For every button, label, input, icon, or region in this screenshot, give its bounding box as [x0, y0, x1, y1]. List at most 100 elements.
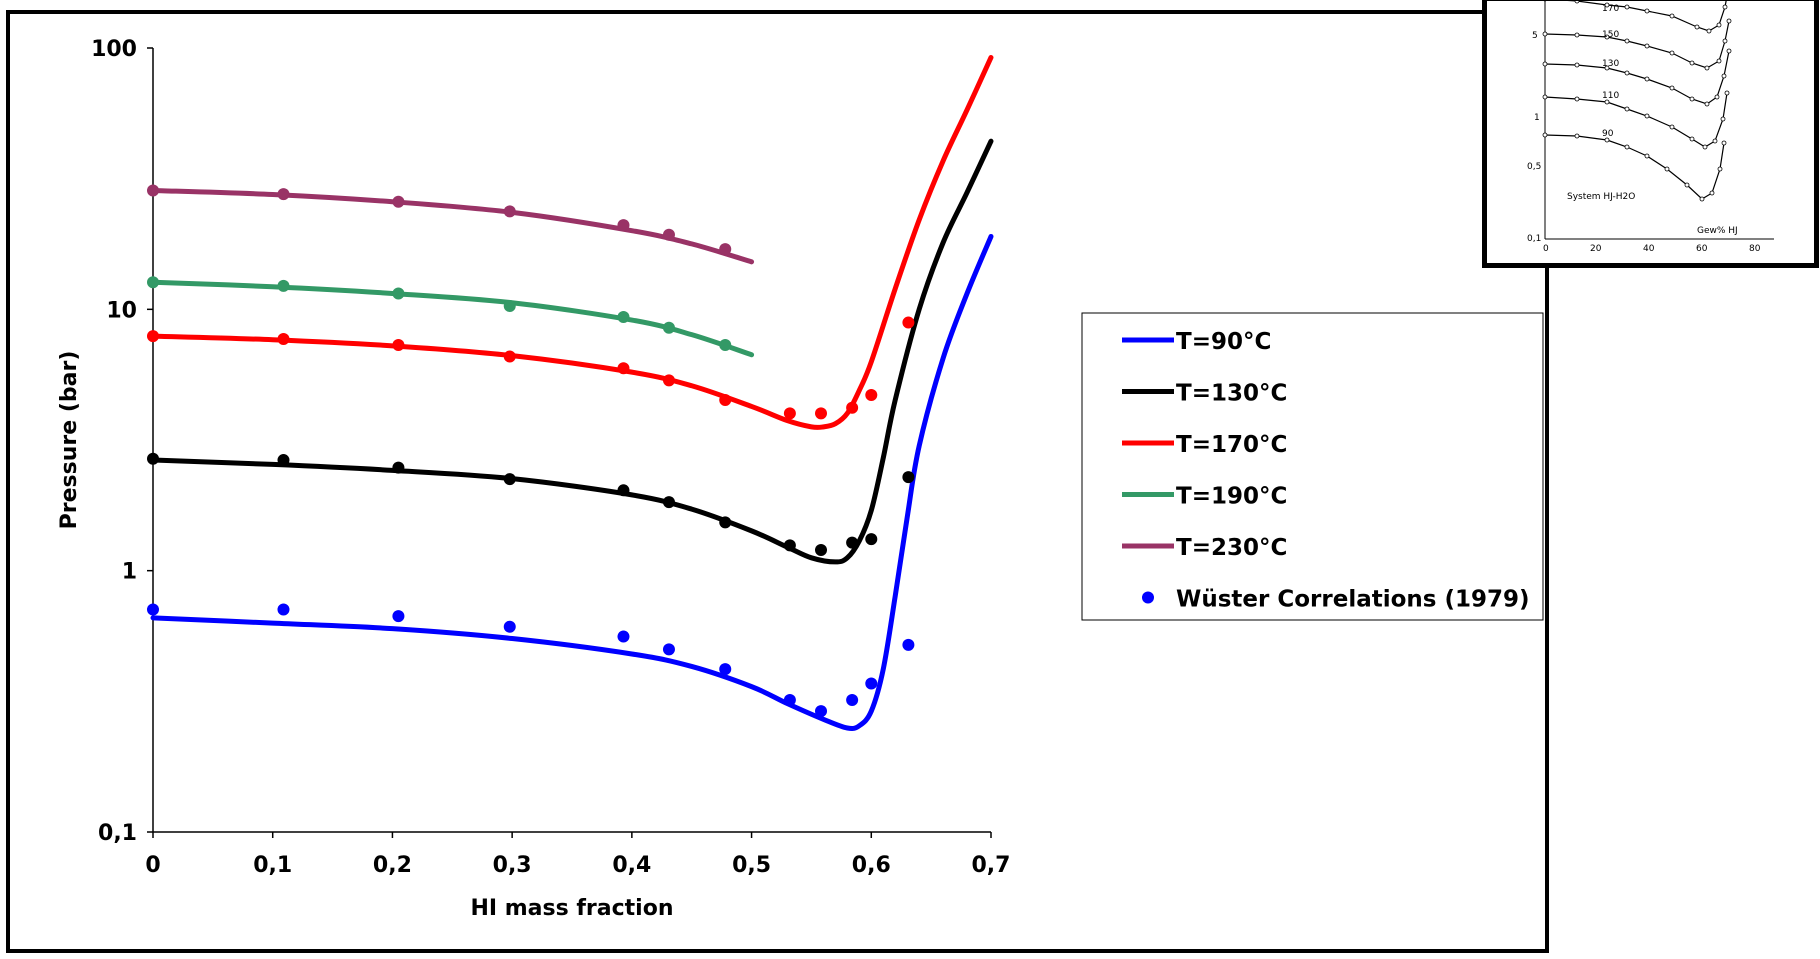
inset-curve	[1544, 134, 1725, 200]
inset-point	[1699, 196, 1705, 202]
inset-point	[1624, 38, 1630, 44]
data-point	[277, 454, 290, 467]
data-point	[277, 603, 290, 616]
data-point	[815, 407, 828, 420]
inset-point	[1604, 65, 1610, 71]
data-point	[147, 603, 159, 616]
inset-point	[1714, 94, 1720, 100]
inset-point	[1604, 137, 1610, 143]
data-point	[392, 610, 405, 623]
inset-x-label-80: 80	[1749, 244, 1761, 254]
data-point	[865, 677, 878, 690]
legend-marker-points	[1142, 591, 1154, 604]
x-tick-label: 0,2	[373, 853, 412, 878]
inset-point	[1644, 153, 1650, 159]
data-point	[719, 663, 732, 676]
series-line-4	[150, 187, 755, 265]
data-point	[846, 401, 859, 414]
x-tick-label: 0	[145, 853, 160, 878]
inset-curve	[1544, 50, 1730, 105]
inset-point	[1704, 101, 1710, 107]
inset-point	[1721, 140, 1727, 146]
inset-curves	[1542, 1, 1732, 202]
data-point	[815, 543, 828, 556]
x-tick-label: 0,5	[732, 853, 771, 878]
data-point	[503, 473, 516, 486]
inset-point	[1702, 144, 1708, 150]
data-point	[503, 350, 516, 363]
inset-y-label-1: 1	[1534, 113, 1540, 123]
inset-point	[1716, 58, 1722, 64]
legend-label-points: Wüster Correlations (1979)	[1176, 587, 1530, 613]
data-point	[902, 316, 915, 329]
inset-point	[1706, 28, 1712, 34]
inset-point	[1669, 13, 1675, 19]
inset-point	[1624, 144, 1630, 150]
inset-point	[1716, 22, 1722, 28]
data-point	[662, 643, 675, 656]
data-point	[392, 461, 405, 474]
y-tick-label: 100	[91, 37, 137, 62]
data-point	[617, 362, 630, 375]
inset-point	[1574, 1, 1580, 4]
inset-curve-label-150: 150	[1602, 30, 1619, 40]
inset-point	[1542, 31, 1548, 37]
inset-point	[1689, 60, 1695, 66]
inset-point	[1624, 106, 1630, 112]
inset-point	[1724, 90, 1730, 96]
inset-point	[1694, 24, 1700, 30]
legend-label-3: T=190°C	[1176, 484, 1287, 510]
data-point	[719, 393, 732, 406]
y-tick-label: 0,1	[98, 821, 137, 846]
legend-label-1: T=130°C	[1176, 381, 1287, 407]
inset-curve-label-170: 170	[1602, 4, 1619, 14]
inset-point	[1726, 48, 1732, 54]
axes	[152, 48, 991, 833]
data-point	[902, 471, 915, 484]
inset-point	[1604, 2, 1610, 8]
inset-x-label-0: 0	[1543, 244, 1549, 254]
inset-point	[1720, 116, 1726, 122]
x-tick-label: 0,3	[493, 853, 532, 878]
inset-point	[1717, 166, 1723, 172]
data-point	[503, 299, 516, 312]
data-point	[662, 321, 675, 334]
inset-point	[1644, 76, 1650, 82]
data-point	[783, 539, 796, 552]
legend-label-2: T=170°C	[1176, 432, 1287, 458]
inset-point	[1574, 62, 1580, 68]
data-point	[865, 389, 878, 402]
data-point	[392, 195, 405, 208]
data-point	[147, 452, 159, 465]
legend: T=90°C T=130°C T=170°C T=190°C T=230°C Wüster…	[1081, 312, 1544, 621]
inset-x-label-60: 60	[1696, 244, 1708, 254]
inset-point	[1704, 65, 1710, 71]
series-lines	[150, 54, 994, 732]
inset-point	[1624, 4, 1630, 10]
y-tick-label: 1	[122, 560, 137, 585]
series-line-3	[150, 279, 755, 358]
series-line-2	[150, 54, 994, 430]
inset-curve	[1567, 1, 1727, 32]
inset-point	[1689, 136, 1695, 142]
x-axis-title: HI mass fraction	[470, 896, 673, 921]
data-point	[503, 205, 516, 218]
data-point	[865, 533, 878, 546]
y-tick-label: 10	[106, 298, 137, 323]
data-point	[902, 638, 915, 651]
data-point	[392, 339, 405, 352]
inset-x-label-40: 40	[1643, 244, 1655, 254]
inset-point	[1712, 138, 1718, 144]
inset-system-label: System HJ-H2O	[1567, 192, 1635, 202]
inset-point	[1644, 8, 1650, 14]
data-point	[503, 620, 516, 633]
data-point	[719, 339, 732, 352]
data-point	[617, 630, 630, 643]
y-axis-title: Pressure (bar)	[57, 351, 82, 530]
data-point	[815, 705, 828, 718]
series-line-1	[150, 138, 994, 565]
inset-curve-label-110: 110	[1602, 91, 1619, 101]
inset-point	[1574, 32, 1580, 38]
inset-point	[1542, 94, 1548, 100]
